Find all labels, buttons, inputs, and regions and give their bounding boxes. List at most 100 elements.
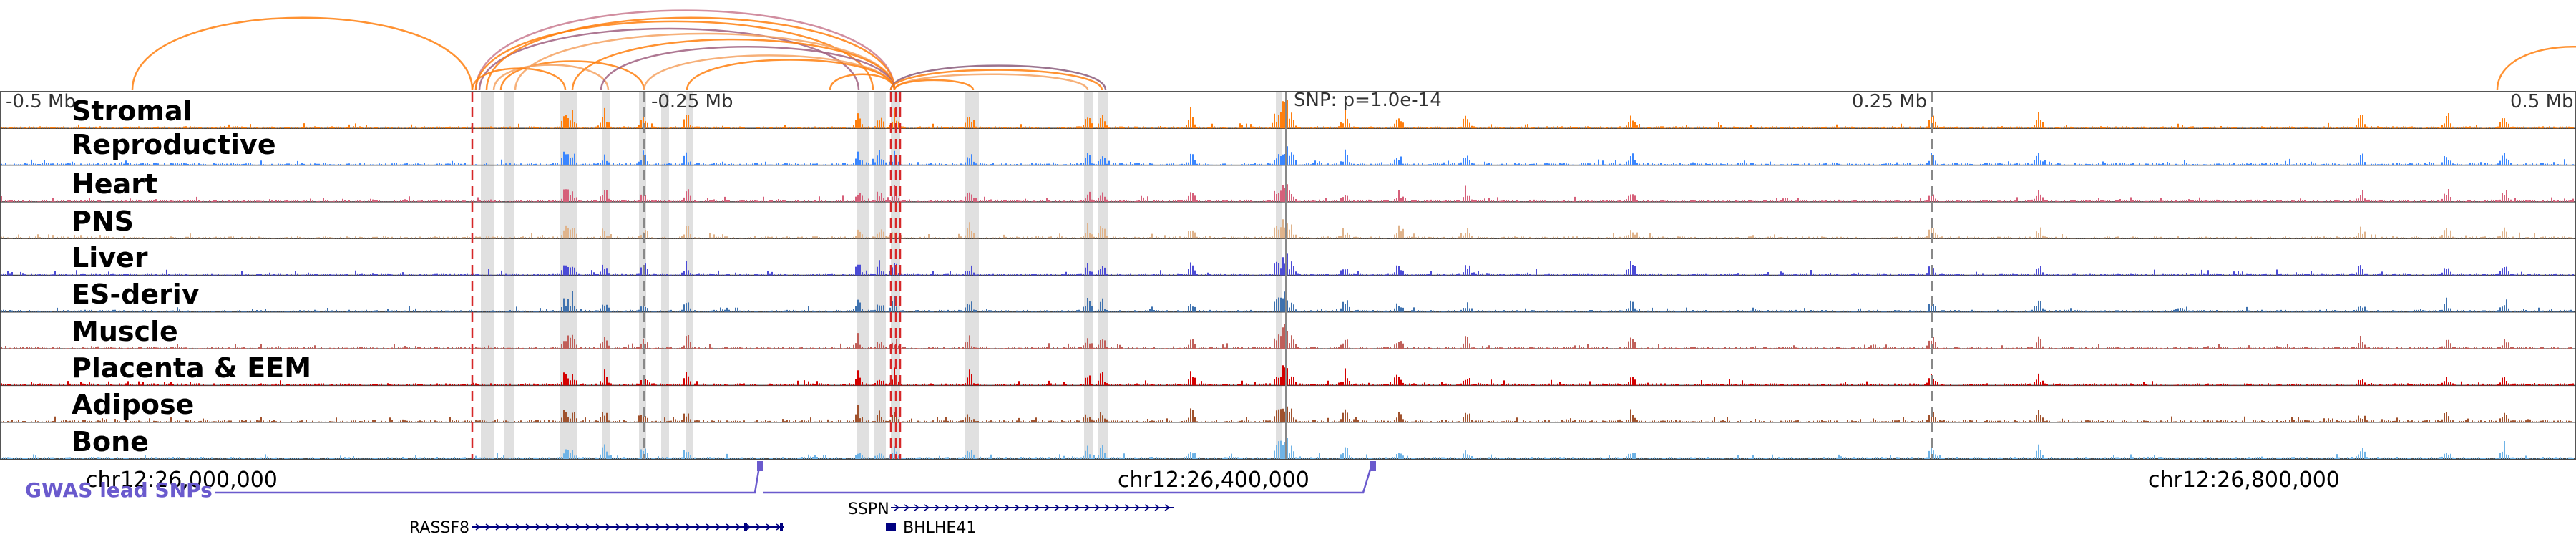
coord-label-26400000: chr12:26,400,000 [1118, 468, 1309, 493]
strand-arrow [485, 523, 492, 531]
strand-arrow [964, 504, 970, 511]
gene-label-sspn: SSPN [848, 500, 889, 518]
strand-arrow [1154, 504, 1161, 511]
loop-arc [499, 60, 645, 91]
gene-label-rassf8: RASSF8 [409, 519, 469, 537]
gwas-link-line-1 [215, 462, 761, 494]
loop-arc [2496, 46, 2576, 91]
track-label-placenta-eem: Placenta & EEM [72, 352, 311, 384]
gene-annotation-track: SSPN RASSF8 BHLHE41 [409, 500, 1174, 537]
track-label-heart: Heart [72, 168, 157, 200]
strand-arrow [1004, 504, 1010, 511]
gwas-snp-marker-1 [757, 461, 763, 471]
strand-arrow [505, 523, 512, 531]
gene-strand-arrows-sspn [894, 504, 1171, 511]
strand-arrow [736, 523, 742, 531]
track-label-muscle: Muscle [72, 316, 178, 347]
track-label-stromal: Stromal [72, 95, 192, 127]
strand-arrow [894, 504, 900, 511]
strand-arrow [555, 523, 562, 531]
gwas-lead-snps-label: GWAS lead SNPs [25, 478, 213, 502]
strand-arrow [565, 523, 572, 531]
loop-arc [600, 46, 896, 91]
gwas-link-line-2 [763, 462, 1374, 494]
strand-arrow [655, 523, 662, 531]
strand-arrow [625, 523, 632, 531]
strand-arrow [1034, 504, 1040, 511]
strand-arrow [1144, 504, 1151, 511]
strand-arrow [575, 523, 582, 531]
strand-arrow [475, 523, 482, 531]
gene-label-bhlhe41: BHLHE41 [903, 519, 976, 537]
gene-exon-rassf8 [744, 523, 747, 531]
signal-track-3 [1, 219, 2574, 239]
strand-arrow [615, 523, 622, 531]
strand-arrow [716, 523, 722, 531]
gene-exon-bhlhe41 [886, 523, 896, 531]
gwas-lead-snps-track: GWAS lead SNPs [25, 461, 1376, 502]
strand-arrow [495, 523, 502, 531]
strand-arrow [974, 504, 980, 511]
strand-arrow [545, 523, 552, 531]
loop-arc [893, 73, 1089, 91]
strand-arrow [605, 523, 612, 531]
strand-arrow [635, 523, 642, 531]
snp-pvalue-label: SNP: p=1.0e-14 [1294, 90, 1442, 111]
distance-label-minus-025: -0.25 Mb [651, 91, 733, 112]
loop-arc [474, 9, 896, 91]
strand-arrow [1164, 504, 1171, 511]
strand-arrow [746, 523, 752, 531]
track-label-bone: Bone [72, 426, 149, 458]
signal-track-7 [1, 365, 2574, 386]
strand-arrow [1114, 504, 1121, 511]
signal-tracks [0, 100, 2576, 460]
signal-track-0 [1, 100, 2574, 129]
loop-arc [889, 69, 1103, 91]
track-label-adipose: Adipose [72, 389, 194, 420]
strand-arrow [984, 504, 990, 511]
strand-arrow [1104, 504, 1111, 511]
signal-track-2 [1, 184, 2574, 202]
strand-arrow [934, 504, 940, 511]
strand-arrow [595, 523, 602, 531]
loop-arc [889, 64, 1107, 91]
strand-arrow [675, 523, 682, 531]
strand-arrow [585, 523, 592, 531]
strand-arrow [1094, 504, 1101, 511]
strand-arrow [525, 523, 532, 531]
loop-arc [492, 64, 610, 91]
strand-arrow [1084, 504, 1091, 511]
strand-arrow [515, 523, 522, 531]
gwas-snp-marker-2 [1370, 461, 1376, 471]
strand-arrow [1014, 504, 1020, 511]
track-label-pns: PNS [72, 205, 134, 237]
strand-arrow [924, 504, 930, 511]
loop-arc [471, 67, 567, 91]
strand-arrow [665, 523, 672, 531]
strand-arrow [696, 523, 702, 531]
signal-track-9 [1, 438, 2574, 459]
loop-arc [686, 59, 896, 91]
strand-arrow [954, 504, 960, 511]
signal-track-5 [1, 291, 2574, 312]
chromatin-loop-arcs [131, 9, 2576, 91]
strand-arrow [1054, 504, 1060, 511]
signal-track-6 [1, 324, 2574, 349]
track-label-liver: Liver [72, 242, 148, 274]
loop-arc [829, 73, 896, 91]
loop-arc [131, 16, 474, 91]
strand-arrow [1124, 504, 1131, 511]
track-label-es-deriv: ES-deriv [72, 279, 200, 310]
strand-arrow [1064, 504, 1070, 511]
strand-arrow [994, 504, 1000, 511]
strand-arrow [645, 523, 652, 531]
strand-arrow [535, 523, 542, 531]
loop-arc [485, 16, 896, 91]
strand-arrow [706, 523, 712, 531]
distance-label-minus-05: -0.5 Mb [6, 91, 76, 112]
strand-arrow [1024, 504, 1030, 511]
loop-arc [571, 38, 896, 91]
distance-label-plus-05: 0.5 Mb [2510, 91, 2574, 112]
coord-label-26800000: chr12:26,800,000 [2148, 468, 2340, 493]
track-label-reproductive: Reproductive [72, 129, 276, 160]
